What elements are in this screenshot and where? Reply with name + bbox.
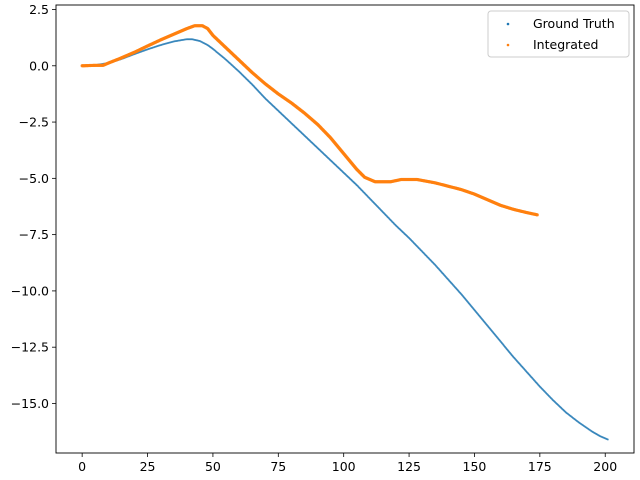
x-axis: 0 25 50 75 100 125 150 175 200 — [78, 453, 617, 474]
x-tick-label: 200 — [593, 459, 617, 474]
x-tick-label: 0 — [78, 459, 86, 474]
y-tick-label: −15.0 — [11, 396, 49, 411]
y-tick-label: 2.5 — [29, 2, 49, 17]
y-tick-label: 0.0 — [29, 58, 49, 73]
data-point — [607, 438, 609, 440]
plot-background — [56, 5, 634, 453]
x-tick-label: 75 — [270, 459, 286, 474]
y-axis: 2.5 0.0 −2.5 −5.0 −7.5 −10.0 −12.5 −15.0 — [11, 2, 56, 411]
data-point — [536, 213, 539, 216]
legend: Ground Truth Integrated — [488, 11, 629, 57]
legend-label-integrated: Integrated — [533, 37, 598, 52]
legend-label-ground-truth: Ground Truth — [533, 16, 615, 31]
x-tick-label: 125 — [397, 459, 421, 474]
y-tick-label: −5.0 — [19, 171, 49, 186]
y-tick-label: −2.5 — [19, 115, 49, 130]
legend-marker-ground-truth — [507, 23, 510, 26]
y-tick-label: −10.0 — [11, 283, 49, 298]
y-tick-label: −12.5 — [11, 340, 49, 355]
y-tick-label: −7.5 — [19, 227, 49, 242]
x-tick-label: 50 — [205, 459, 221, 474]
x-tick-label: 25 — [140, 459, 156, 474]
x-tick-label: 100 — [332, 459, 356, 474]
x-tick-label: 175 — [528, 459, 552, 474]
legend-marker-integrated — [507, 44, 510, 47]
x-tick-label: 150 — [463, 459, 487, 474]
